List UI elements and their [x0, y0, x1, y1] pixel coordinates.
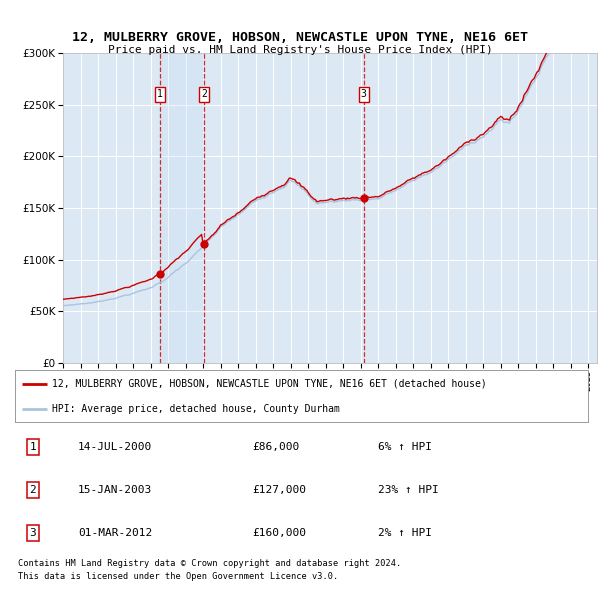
Text: 2: 2 [29, 485, 37, 494]
Text: 15-JAN-2003: 15-JAN-2003 [78, 485, 152, 494]
Text: £86,000: £86,000 [252, 442, 299, 451]
Text: 1: 1 [157, 90, 163, 99]
Text: Price paid vs. HM Land Registry's House Price Index (HPI): Price paid vs. HM Land Registry's House … [107, 45, 493, 55]
Text: 23% ↑ HPI: 23% ↑ HPI [378, 485, 439, 494]
Text: 14-JUL-2000: 14-JUL-2000 [78, 442, 152, 451]
Text: 12, MULBERRY GROVE, HOBSON, NEWCASTLE UPON TYNE, NE16 6ET (detached house): 12, MULBERRY GROVE, HOBSON, NEWCASTLE UP… [52, 379, 487, 389]
Text: 01-MAR-2012: 01-MAR-2012 [78, 528, 152, 537]
Text: This data is licensed under the Open Government Licence v3.0.: This data is licensed under the Open Gov… [18, 572, 338, 581]
Text: 2: 2 [201, 90, 207, 99]
Bar [160, 53, 204, 363]
Text: 3: 3 [361, 90, 367, 99]
Text: £127,000: £127,000 [252, 485, 306, 494]
Text: Contains HM Land Registry data © Crown copyright and database right 2024.: Contains HM Land Registry data © Crown c… [18, 559, 401, 568]
Text: 1: 1 [29, 442, 37, 451]
Text: HPI: Average price, detached house, County Durham: HPI: Average price, detached house, Coun… [52, 404, 340, 414]
Text: 6% ↑ HPI: 6% ↑ HPI [378, 442, 432, 451]
Text: 3: 3 [29, 528, 37, 537]
Text: £160,000: £160,000 [252, 528, 306, 537]
Text: 12, MULBERRY GROVE, HOBSON, NEWCASTLE UPON TYNE, NE16 6ET: 12, MULBERRY GROVE, HOBSON, NEWCASTLE UP… [72, 31, 528, 44]
Text: 2% ↑ HPI: 2% ↑ HPI [378, 528, 432, 537]
